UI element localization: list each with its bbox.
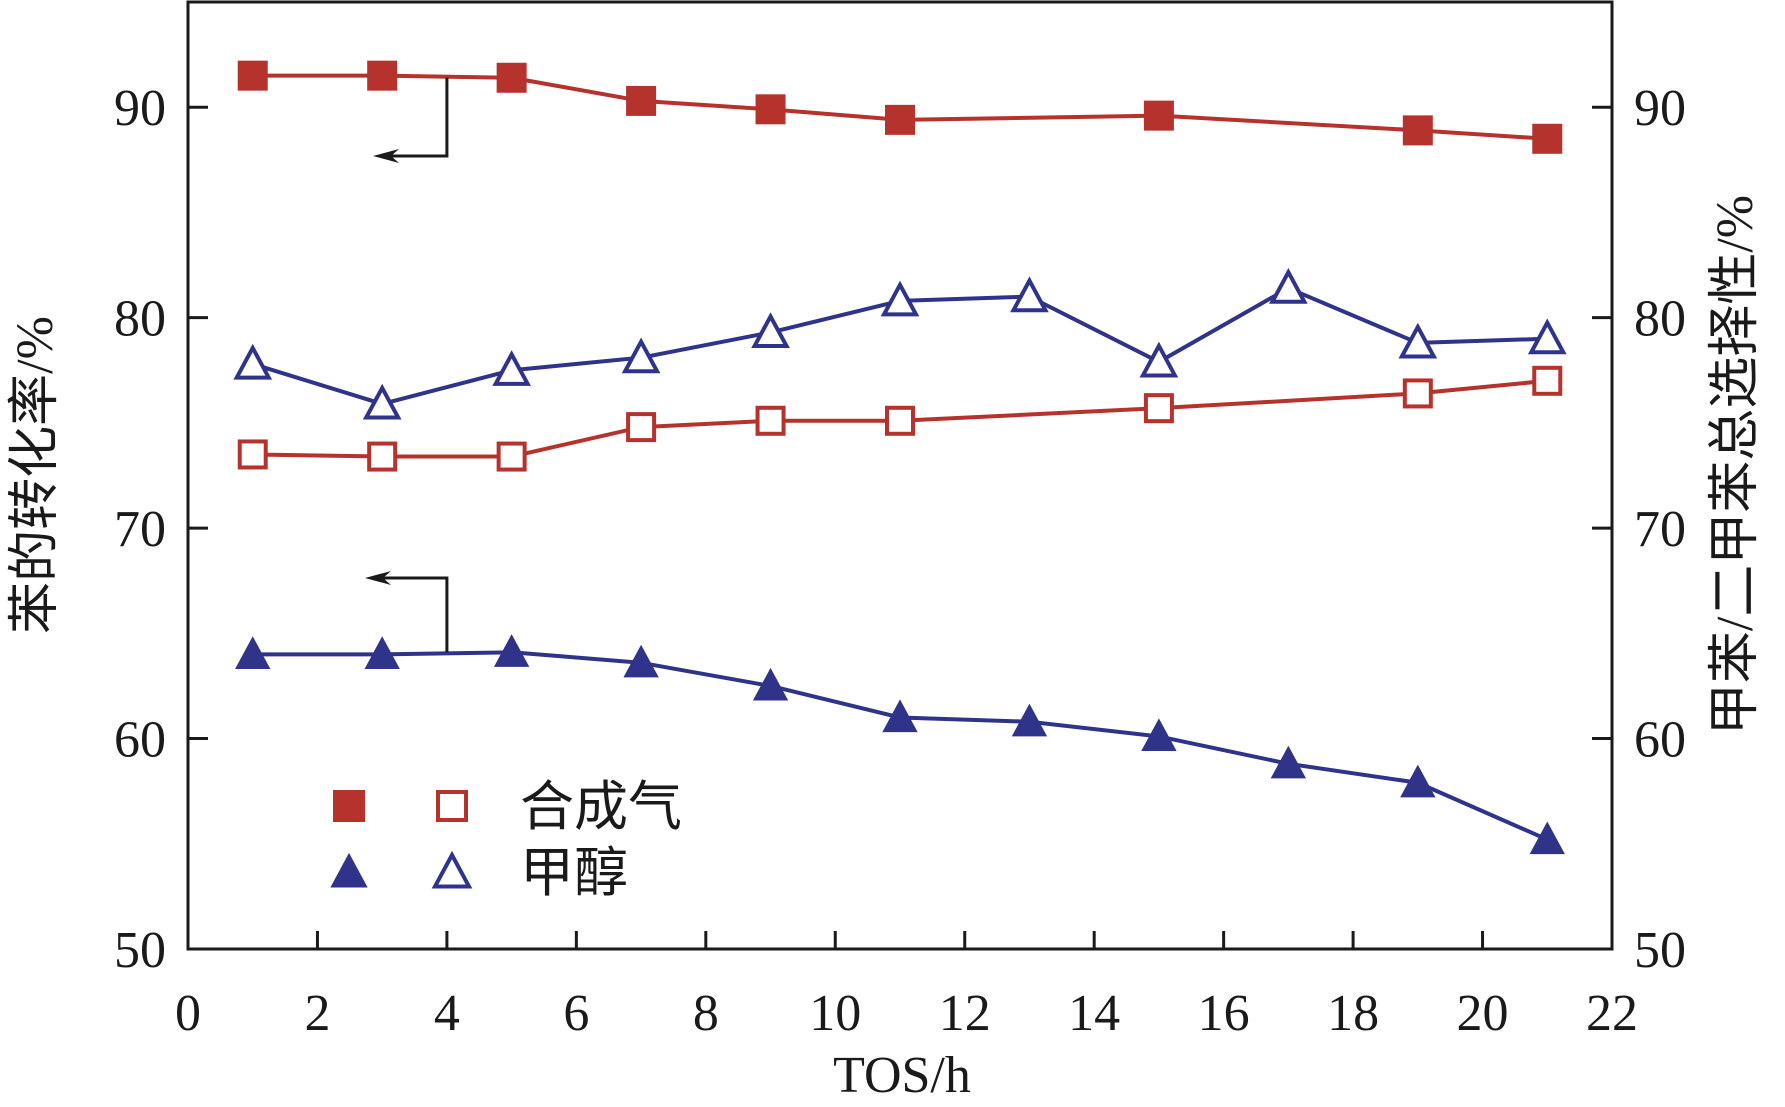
x-tick-label: 14	[1068, 985, 1120, 1042]
x-tick-label: 12	[939, 985, 991, 1042]
series-syngas_selectivity	[237, 365, 1563, 472]
series-layer	[233, 60, 1567, 855]
data-point	[885, 104, 915, 135]
data-point	[1402, 378, 1433, 409]
x-tick-label: 18	[1327, 985, 1379, 1042]
data-point	[623, 644, 659, 678]
data-point	[233, 343, 273, 380]
data-point	[1143, 100, 1174, 131]
arrow-left-annotation	[365, 571, 449, 653]
x-axis-label: TOS/h	[833, 1047, 971, 1104]
data-point	[492, 350, 531, 386]
data-point	[362, 383, 402, 420]
data-point	[235, 636, 271, 669]
plot-frame	[186, 0, 1614, 951]
y-tick-label-right: 90	[1634, 80, 1686, 137]
data-point	[493, 634, 530, 667]
data-point	[1139, 341, 1179, 378]
data-point	[880, 280, 920, 317]
data-point	[755, 94, 786, 125]
data-point	[752, 667, 789, 701]
data-point	[1270, 745, 1307, 779]
series-syngas_conversion	[237, 60, 1563, 154]
legend-marker-open	[431, 850, 473, 889]
data-point	[882, 699, 918, 733]
data-point	[1141, 718, 1177, 752]
data-point	[1532, 365, 1563, 396]
data-point	[496, 441, 527, 472]
x-tick-label: 6	[563, 985, 589, 1042]
data-point	[1143, 393, 1174, 424]
data-point	[237, 60, 268, 91]
legend-entry: 甲醇	[330, 843, 628, 903]
data-point	[621, 337, 661, 374]
x-tick-label: 8	[693, 985, 719, 1042]
series-methanol_selectivity	[233, 267, 1567, 420]
data-point	[237, 439, 268, 470]
y-axis-label-right: 甲苯/二甲苯总选择性/%	[1707, 195, 1764, 735]
y-axis-label-left: 苯的转化率/%	[7, 316, 64, 634]
y-tick-label-right: 60	[1634, 712, 1686, 769]
arrow-left-annotation	[373, 77, 449, 163]
data-point	[751, 312, 790, 348]
x-tick-label: 16	[1198, 985, 1250, 1042]
arrow-head	[365, 571, 391, 585]
x-tick-label: 0	[175, 985, 201, 1042]
axes: 0 2 4 6 8 10 12 14 16 18 20 22 50 50 60 60 70 70 80 80 90 90	[114, 0, 1686, 1042]
data-point	[367, 441, 398, 472]
data-point	[496, 62, 527, 93]
arrow-head	[373, 149, 399, 163]
legend-entry: 合成气	[333, 777, 682, 837]
y-tick-label-left: 70	[114, 501, 166, 558]
data-point	[626, 85, 657, 116]
data-point	[1010, 276, 1049, 313]
y-tick-label-left: 80	[114, 291, 166, 348]
data-point	[1269, 267, 1308, 304]
arrow-shaft	[387, 77, 449, 158]
data-point	[1398, 322, 1438, 359]
arrow-shaft	[379, 576, 449, 653]
data-point	[885, 405, 915, 436]
y-tick-label-left: 90	[114, 80, 166, 137]
data-point	[367, 60, 398, 91]
legend-marker-filled	[330, 852, 368, 888]
y-tick-label-right: 50	[1634, 922, 1686, 979]
data-point	[626, 412, 657, 443]
legend-marker-filled	[333, 790, 365, 822]
data-point	[1532, 123, 1563, 154]
data-point	[755, 405, 786, 436]
x-tick-label: 20	[1457, 985, 1509, 1042]
legend-label: 合成气	[520, 777, 682, 837]
y-tick-label-right: 70	[1634, 501, 1686, 558]
annotations	[365, 77, 449, 653]
y-tick-label-right: 80	[1634, 291, 1686, 348]
data-point	[1011, 703, 1048, 737]
x-tick-label: 4	[434, 985, 460, 1042]
series-methanol_conversion	[235, 634, 1565, 855]
x-tick-label: 10	[809, 985, 861, 1042]
legend-label: 甲醇	[520, 843, 628, 903]
data-point	[1402, 115, 1433, 146]
data-point	[364, 636, 400, 669]
x-tick-label: 22	[1586, 985, 1638, 1042]
y-tick-label-left: 60	[114, 712, 166, 769]
data-point	[1527, 318, 1567, 355]
data-point	[1400, 764, 1436, 798]
data-point	[1529, 821, 1565, 855]
y-tick-label-left: 50	[114, 922, 166, 979]
legend-marker-open	[436, 790, 468, 822]
x-tick-label: 2	[304, 985, 330, 1042]
